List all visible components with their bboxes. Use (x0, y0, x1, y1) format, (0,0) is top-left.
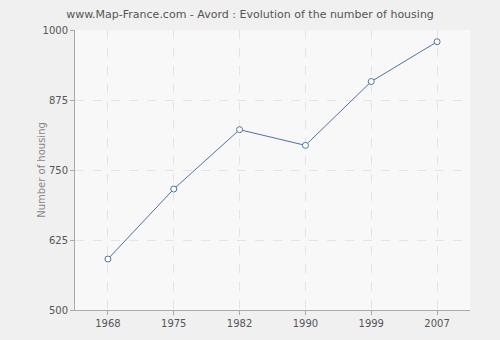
svg-text:1999: 1999 (359, 318, 384, 329)
svg-text:1975: 1975 (161, 318, 186, 329)
svg-text:2007: 2007 (424, 318, 449, 329)
svg-text:1968: 1968 (95, 318, 120, 329)
svg-text:1000: 1000 (43, 25, 68, 36)
svg-text:750: 750 (49, 165, 68, 176)
svg-text:www.Map-France.com - Avord : E: www.Map-France.com - Avord : Evolution o… (66, 8, 434, 21)
svg-text:500: 500 (49, 305, 68, 316)
svg-text:875: 875 (49, 95, 68, 106)
svg-text:1990: 1990 (293, 318, 318, 329)
svg-text:1982: 1982 (227, 318, 252, 329)
svg-text:625: 625 (49, 235, 68, 246)
svg-text:Number of housing: Number of housing (36, 122, 47, 218)
